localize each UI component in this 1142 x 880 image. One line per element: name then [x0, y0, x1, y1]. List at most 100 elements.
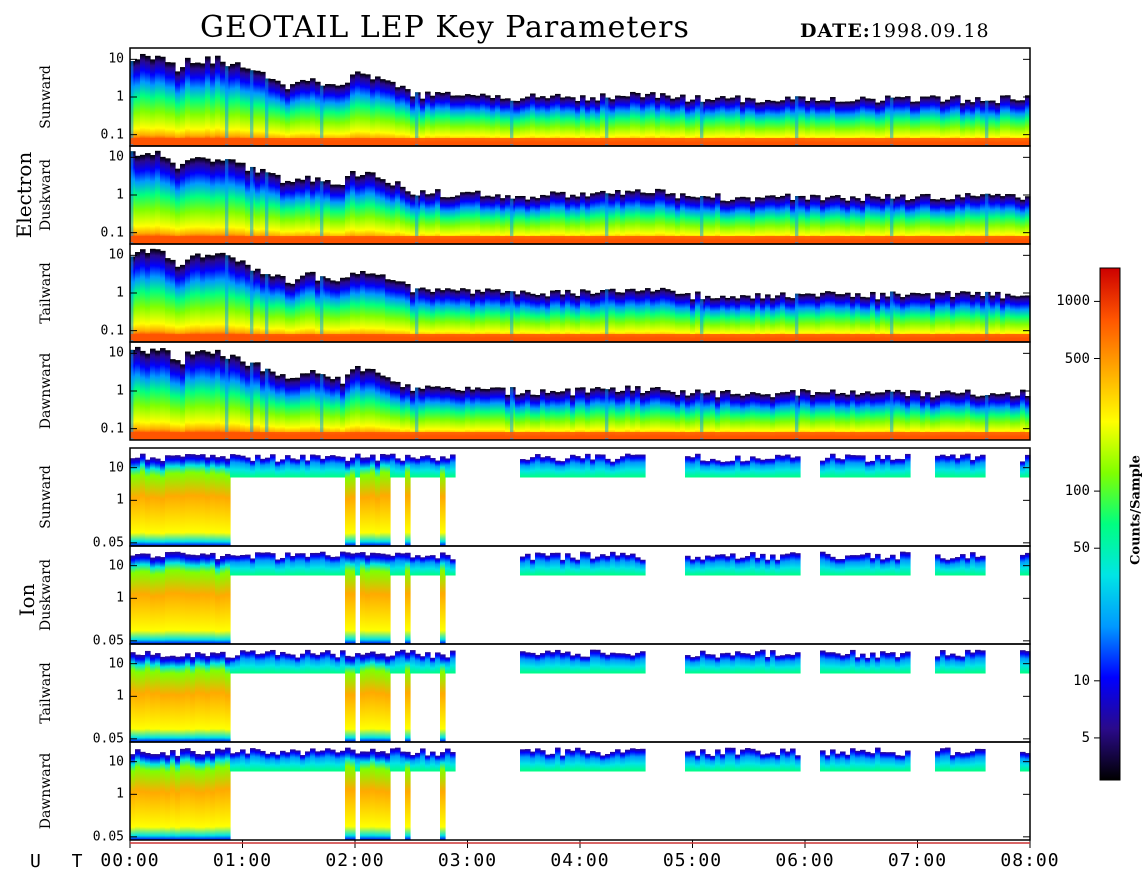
spectrum-column — [365, 171, 371, 244]
spectrum-dip — [265, 78, 269, 146]
spectrum-column — [710, 755, 716, 772]
spectrum-column — [640, 651, 646, 674]
spectrum-column — [575, 100, 581, 146]
spectrum-column — [750, 456, 756, 478]
spectrum-column — [360, 751, 366, 840]
spectrum-column — [250, 460, 256, 478]
spectrum-column — [885, 389, 891, 440]
spectrum-column — [960, 554, 966, 576]
spectrum-dip — [130, 256, 134, 342]
spectrum-column — [845, 101, 851, 146]
spectrum-column — [525, 652, 531, 674]
colorbar-tick-label: 5 — [1081, 729, 1090, 746]
spectrum-column — [725, 98, 731, 146]
spectrum-column — [445, 748, 451, 772]
spectrum-column — [730, 553, 736, 576]
spectrum-column — [800, 96, 806, 146]
spectrum-column — [775, 393, 781, 440]
spectrum-column — [190, 554, 196, 644]
spectrum-column — [130, 754, 136, 840]
spectrum-column — [295, 377, 301, 440]
spectrum-column — [875, 553, 881, 576]
spectrum-column — [875, 196, 881, 244]
spectrum-column — [750, 201, 756, 244]
spectrum-dip — [985, 291, 989, 342]
spectrum-column — [370, 368, 376, 440]
spectrum-column — [745, 556, 751, 576]
spectrum-column — [220, 456, 226, 546]
spectrum-column — [1025, 552, 1031, 576]
spectrum-column — [790, 552, 796, 576]
spectrum-column — [230, 454, 236, 478]
spectrum-column — [260, 653, 266, 674]
spectrum-column — [810, 293, 816, 342]
spectrum-column — [300, 179, 306, 244]
spectrum-column — [955, 292, 961, 342]
spectrum-column — [230, 63, 236, 147]
spectrum-column — [640, 454, 646, 478]
spectrum-column — [150, 59, 156, 146]
spectrum-column — [200, 653, 206, 742]
spectrum-column — [445, 386, 451, 440]
spectrum-column — [670, 98, 676, 146]
spectrum-column — [580, 750, 586, 772]
spectrum-column — [895, 389, 901, 440]
spectrum-column — [825, 553, 831, 576]
spectrum-column — [635, 652, 641, 674]
spectrum-column — [1010, 396, 1016, 440]
spectrum-column — [645, 193, 651, 244]
spectrum-column — [340, 750, 346, 772]
spectrum-column — [790, 748, 796, 772]
spectrum-column — [930, 298, 936, 342]
spectrum-column — [230, 555, 236, 576]
spectrum-column — [545, 555, 551, 576]
spectrum-column — [755, 750, 761, 772]
spectrum-dip — [890, 97, 894, 146]
spectrum-dip — [415, 92, 419, 146]
spectrum-column — [135, 554, 141, 644]
spectrum-column — [935, 656, 941, 674]
spectrum-column — [240, 361, 246, 440]
panel-ion-tailward — [129, 643, 1031, 743]
spectrum-column — [200, 350, 206, 440]
spectrum-column — [300, 275, 306, 342]
spectrum-column — [970, 294, 976, 342]
spectrum-column — [965, 291, 971, 342]
spectrum-column — [215, 55, 221, 146]
spectrum-column — [595, 100, 601, 146]
spectrum-column — [630, 454, 636, 478]
spectrum-column — [1000, 196, 1006, 244]
spectrum-column — [290, 458, 296, 478]
spectrum-column — [540, 293, 546, 342]
spectrum-column — [940, 197, 946, 244]
spectrum-column — [360, 270, 366, 342]
spectrum-column — [175, 455, 181, 546]
spectrum-column — [980, 748, 986, 772]
spectrum-column — [225, 657, 231, 742]
spectrum-column — [320, 458, 326, 478]
spectrum-column — [370, 748, 376, 840]
spectrum-column — [940, 391, 946, 440]
spectrum-column — [200, 553, 206, 644]
spectrum-column — [875, 454, 881, 478]
spectrum-column — [765, 195, 771, 244]
spectrum-column — [345, 552, 351, 644]
spectrum-column — [430, 95, 436, 146]
spectrum-column — [145, 753, 151, 840]
spectrum-column — [965, 193, 971, 244]
spectrum-column — [230, 159, 236, 244]
spectrum-column — [640, 192, 646, 244]
spectrum-column — [635, 454, 641, 478]
spectrum-column — [465, 289, 471, 342]
spectrum-column — [690, 657, 696, 674]
spectrum-column — [580, 289, 586, 342]
spectrum-column — [590, 558, 596, 576]
spectrum-column — [855, 394, 861, 440]
spectrum-column — [610, 751, 616, 772]
spectrum-column — [695, 556, 701, 576]
spectrum-column — [1015, 197, 1021, 244]
spectrum-column — [575, 456, 581, 478]
y-tick-label: 0.05 — [92, 829, 124, 845]
spectrum-column — [330, 455, 336, 478]
spectrum-column — [825, 100, 831, 146]
